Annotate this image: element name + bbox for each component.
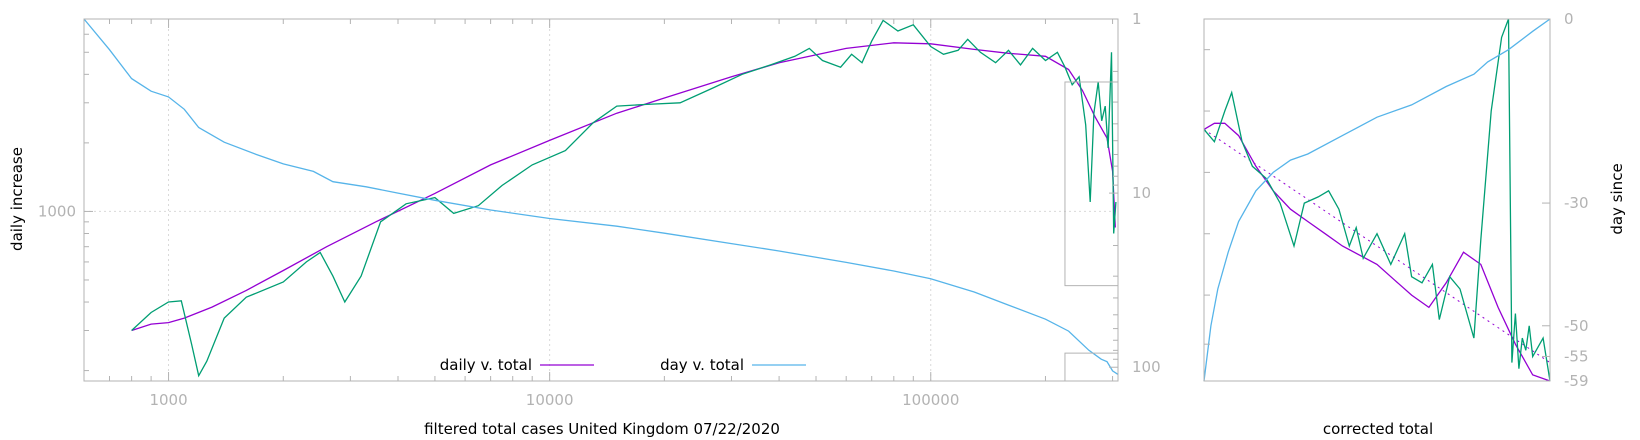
legend-label: day v. total <box>660 356 744 374</box>
main-plot-legend: daily v. total day v. total <box>440 356 806 374</box>
y2-tick-label: 10 <box>1132 184 1151 202</box>
side-y2-tick-label: -50 <box>1564 317 1589 335</box>
side-y2-tick-label: 0 <box>1564 10 1574 28</box>
side-series-line-day <box>1203 18 1551 382</box>
side-y2-tick-label: -30 <box>1564 194 1589 212</box>
series-line-daily-v-total <box>131 42 1116 332</box>
x-tick-label: 1000 <box>149 391 187 409</box>
main-plot-frame <box>83 18 1119 382</box>
y-tick-label: 1000 <box>38 202 76 220</box>
main-x-axis-title: filtered total cases United Kingdom 07/2… <box>424 420 780 438</box>
main-y-axis-title: daily increase <box>8 147 26 251</box>
side-y2-tick-label: -55 <box>1564 347 1589 365</box>
side-plot-series <box>1203 18 1551 382</box>
side-y2-axis-title: day since <box>1608 163 1626 234</box>
side-plot-ticks: 0 -30 -50 -55 -59 <box>1204 10 1589 390</box>
series-line-day-v-total <box>83 18 1119 375</box>
side-x-axis-title: corrected total <box>1323 420 1433 438</box>
side-y2-tick-label: -59 <box>1564 372 1589 390</box>
y2-tick-label: 1 <box>1132 10 1142 28</box>
series-line-daily-raw <box>131 19 1117 378</box>
main-plot-border <box>83 18 1119 382</box>
side-plot-border <box>1203 18 1551 382</box>
side-series-line-daily-smooth-trend <box>1203 128 1551 364</box>
main-plot-series <box>83 18 1119 378</box>
x-tick-label: 100000 <box>902 391 959 409</box>
side-series-line-daily-smooth <box>1203 122 1551 382</box>
side-plot-frame <box>1203 18 1551 382</box>
legend-label: daily v. total <box>440 356 532 374</box>
side-series-line-daily-raw <box>1203 18 1551 382</box>
main-plot-ticks: 1000 10000 100000 1000 1 10 100 <box>38 10 1161 409</box>
x-tick-label: 10000 <box>526 391 574 409</box>
main-plot-grid <box>84 19 1118 381</box>
y2-tick-label: 100 <box>1132 358 1161 376</box>
